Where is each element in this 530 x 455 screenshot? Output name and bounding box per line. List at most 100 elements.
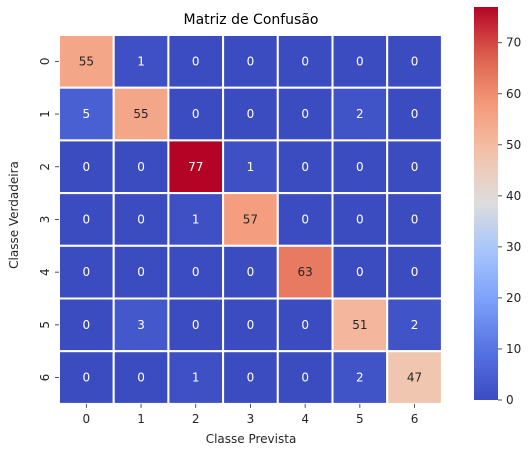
heatmap-cell xyxy=(331,139,389,195)
heatmap-cells xyxy=(58,34,443,405)
heatmap-cell xyxy=(276,139,334,195)
colorbar-ticks: 0 10 20 30 40 50 60 70 xyxy=(498,36,521,407)
colorbar xyxy=(474,7,498,400)
heatmap-cell xyxy=(222,350,279,405)
heatmap-cell xyxy=(331,192,389,247)
x-tick-label: 3 xyxy=(247,412,255,426)
cell-value-label: 0 xyxy=(301,160,309,174)
cell-value-label: 0 xyxy=(411,265,419,279)
y-tick-label: 4 xyxy=(38,268,52,276)
cell-value-label: 0 xyxy=(411,54,419,68)
cell-value-label: 0 xyxy=(192,318,200,332)
heatmap-cell xyxy=(386,139,443,195)
cell-value-label: 0 xyxy=(83,265,91,279)
heatmap-cell xyxy=(112,139,170,195)
cell-value-label: 0 xyxy=(247,54,255,68)
x-axis-ticks: 0 1 2 3 4 5 6 xyxy=(83,403,419,426)
heatmap-cell xyxy=(386,297,443,353)
y-tick-label: 6 xyxy=(38,374,52,382)
cell-value-label: 0 xyxy=(192,265,200,279)
heatmap-cell xyxy=(167,350,225,405)
x-tick-label: 4 xyxy=(301,412,309,426)
heatmap-cell xyxy=(386,350,443,405)
heatmap-cell xyxy=(167,244,225,300)
x-tick-label: 2 xyxy=(192,412,200,426)
heatmap-cell xyxy=(112,297,170,353)
y-axis-ticks: 0 1 2 3 4 5 6 xyxy=(38,58,59,382)
cell-value-label: 0 xyxy=(301,212,309,226)
cell-value-label: 0 xyxy=(137,371,145,385)
colorbar-tick-label: 50 xyxy=(506,138,521,152)
y-axis-label: Classe Verdadeira xyxy=(7,161,21,269)
cell-value-label: 51 xyxy=(352,318,367,332)
cell-value-label: 0 xyxy=(411,212,419,226)
heatmap-cell xyxy=(167,139,225,195)
cell-value-label: 63 xyxy=(298,265,313,279)
x-tick-label: 0 xyxy=(83,412,91,426)
cell-value-label: 1 xyxy=(192,212,200,226)
cell-value-label: 0 xyxy=(356,212,364,226)
colorbar-tick-label: 60 xyxy=(506,87,521,101)
cell-value-label: 0 xyxy=(137,212,145,226)
x-tick-label: 5 xyxy=(356,412,364,426)
cell-value-label: 5 xyxy=(83,107,91,121)
heatmap-cell xyxy=(331,34,389,89)
cell-value-label: 77 xyxy=(188,160,203,174)
cell-value-label: 1 xyxy=(137,54,145,68)
chart-title: Matriz de Confusão xyxy=(184,12,319,28)
heatmap-cell xyxy=(167,86,225,142)
cell-value-label: 2 xyxy=(356,371,364,385)
cell-value-label: 0 xyxy=(83,318,91,332)
cell-value-label: 0 xyxy=(137,160,145,174)
cell-value-label: 1 xyxy=(192,371,200,385)
y-tick-label: 3 xyxy=(38,216,52,224)
cell-value-label: 0 xyxy=(83,371,91,385)
heatmap-cell xyxy=(58,192,115,247)
cell-value-label: 0 xyxy=(411,160,419,174)
cell-value-label: 2 xyxy=(356,107,364,121)
colorbar-tick-label: 0 xyxy=(506,393,514,407)
y-tick-label: 2 xyxy=(38,163,52,171)
colorbar-tick-label: 40 xyxy=(506,189,521,203)
colorbar-tick-label: 30 xyxy=(506,240,521,254)
cell-value-label: 0 xyxy=(411,107,419,121)
heatmap-cell xyxy=(331,350,389,405)
y-tick-label: 1 xyxy=(38,110,52,118)
heatmap-cell xyxy=(276,86,334,142)
cell-value-label: 0 xyxy=(356,265,364,279)
heatmap-cell xyxy=(386,86,443,142)
cell-value-label: 55 xyxy=(133,107,148,121)
cell-value-label: 55 xyxy=(79,54,94,68)
cell-value-label: 0 xyxy=(247,318,255,332)
heatmap-cell-labels: 55 1 0 0 0 0 05 55 0 0 0 2 00 0 77 1 0 0 00 0 1 57 0 0 00 0 0 0 63 0 0… xyxy=(79,54,422,384)
cell-value-label: 0 xyxy=(83,212,91,226)
cell-value-label: 0 xyxy=(247,371,255,385)
colorbar-tick-label: 20 xyxy=(506,291,521,305)
y-tick-label: 0 xyxy=(38,58,52,66)
x-tick-label: 1 xyxy=(137,412,145,426)
cell-value-label: 0 xyxy=(356,54,364,68)
cell-value-label: 0 xyxy=(192,54,200,68)
cell-value-label: 0 xyxy=(301,371,309,385)
cell-value-label: 0 xyxy=(192,107,200,121)
cell-value-label: 1 xyxy=(247,160,255,174)
cell-value-label: 0 xyxy=(83,160,91,174)
cell-value-label: 47 xyxy=(407,371,422,385)
cell-value-label: 0 xyxy=(137,265,145,279)
colorbar-tick-label: 10 xyxy=(506,342,521,356)
cell-value-label: 57 xyxy=(243,212,258,226)
heatmap-cell xyxy=(58,297,115,353)
x-tick-label: 6 xyxy=(411,412,419,426)
heatmap-cell xyxy=(112,192,170,247)
cell-value-label: 2 xyxy=(411,318,419,332)
colorbar-tick-label: 70 xyxy=(506,36,521,50)
cell-value-label: 0 xyxy=(301,318,309,332)
y-tick-label: 5 xyxy=(38,321,52,329)
cell-value-label: 0 xyxy=(247,107,255,121)
heatmap-cell xyxy=(58,244,115,300)
cell-value-label: 0 xyxy=(356,160,364,174)
cell-value-label: 0 xyxy=(247,265,255,279)
cell-value-label: 0 xyxy=(301,107,309,121)
